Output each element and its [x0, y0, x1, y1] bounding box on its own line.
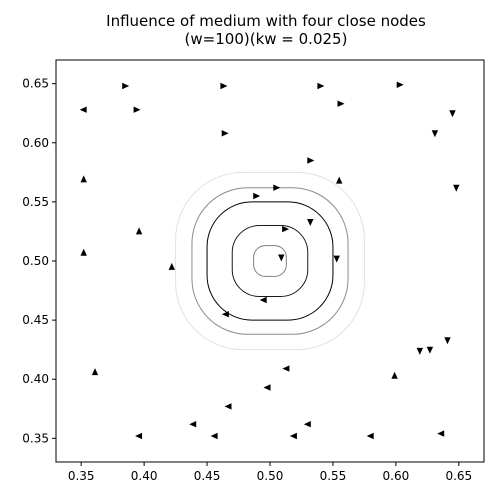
y-tick-label-0: 0.35	[22, 431, 49, 445]
flow-arrow-13	[453, 184, 460, 192]
y-tick-label-1: 0.40	[22, 372, 49, 386]
flow-arrow-39	[437, 430, 445, 437]
flow-arrow-5	[133, 106, 141, 113]
flow-arrow-33	[189, 421, 197, 428]
flow-arrow-25	[91, 368, 99, 376]
flow-arrow-31	[263, 384, 271, 391]
x-tick-label-2: 0.45	[194, 469, 221, 483]
flow-arrow-32	[224, 403, 232, 410]
x-tick-label-5: 0.60	[383, 469, 410, 483]
arrow-layer	[79, 81, 460, 440]
y-tick-label-5: 0.60	[22, 136, 49, 150]
streamline-layer	[175, 171, 365, 351]
y-tick-label-6: 0.65	[22, 77, 49, 91]
flow-arrow-22	[333, 255, 340, 263]
flow-arrow-4	[79, 106, 87, 113]
flow-arrow-29	[444, 337, 451, 345]
flow-arrow-3	[396, 81, 404, 88]
streamline-4	[175, 171, 365, 351]
flow-arrow-30	[391, 371, 398, 379]
x-tick-label-1: 0.40	[131, 469, 158, 483]
flow-arrow-34	[303, 421, 311, 428]
flow-arrow-38	[366, 432, 374, 440]
flow-arrow-6	[337, 100, 345, 107]
streamline-3	[191, 187, 349, 335]
flow-arrow-2	[317, 82, 325, 90]
y-tick-label-3: 0.50	[22, 254, 49, 268]
flow-arrow-37	[289, 432, 297, 440]
streamline-0	[253, 245, 287, 277]
flow-arrow-28	[426, 346, 434, 354]
flow-arrow-21	[278, 254, 285, 262]
flow-arrow-10	[307, 157, 315, 164]
flow-arrow-15	[253, 192, 261, 200]
axes-frame	[55, 59, 485, 463]
flow-arrow-8	[221, 130, 229, 137]
streamline-1	[231, 225, 309, 297]
flow-arrow-23	[259, 296, 267, 304]
flow-arrow-24	[221, 311, 229, 318]
flow-arrow-20	[168, 262, 176, 270]
flow-arrow-27	[416, 347, 423, 355]
streamline-2	[206, 201, 334, 321]
flow-arrow-11	[80, 175, 87, 183]
ticks-layer: 0.35 0.40 0.45 0.50 0.55 0.60 0.65 0.35 0.40 0.45…	[22, 77, 472, 483]
flow-arrow-7	[449, 110, 456, 118]
x-tick-label-0: 0.35	[68, 469, 95, 483]
y-tick-label-2: 0.45	[22, 313, 49, 327]
flow-arrow-0	[122, 82, 130, 90]
flow-arrow-18	[307, 219, 314, 226]
chart-subtitle: (w=100)(kw = 0.025)	[184, 30, 348, 48]
flow-arrow-17	[282, 225, 290, 233]
flow-arrow-1	[220, 82, 228, 90]
x-tick-label-3: 0.50	[257, 469, 284, 483]
flow-arrow-14	[273, 184, 281, 191]
flow-arrow-16	[135, 227, 143, 235]
x-tick-label-4: 0.55	[320, 469, 347, 483]
y-tick-label-4: 0.55	[22, 195, 49, 209]
flow-arrow-9	[431, 130, 439, 138]
flow-arrow-26	[282, 365, 290, 372]
flow-arrow-36	[210, 432, 218, 440]
flow-arrow-35	[135, 432, 143, 440]
chart-title: Influence of medium with four close node…	[106, 12, 426, 30]
x-tick-label-6: 0.65	[445, 469, 472, 483]
flow-arrow-19	[80, 248, 87, 256]
flow-arrow-12	[336, 176, 343, 184]
